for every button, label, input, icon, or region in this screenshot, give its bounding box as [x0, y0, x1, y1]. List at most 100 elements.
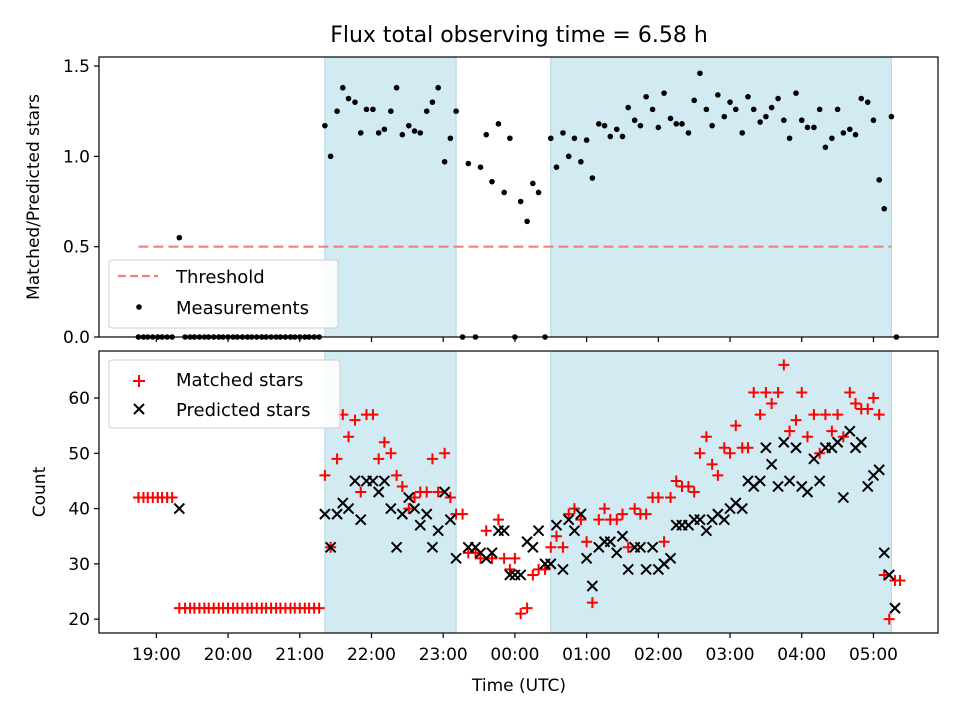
measurement-point [858, 95, 865, 102]
matched-star-point [313, 602, 325, 614]
measurement-point [583, 137, 590, 143]
measurement-point [453, 108, 459, 114]
predicted-star-point [372, 486, 385, 498]
measurement-point [578, 158, 584, 165]
measurement-point [370, 106, 376, 113]
measurement-point [798, 117, 805, 124]
matched-star-point [551, 530, 563, 542]
matched-star-point [718, 442, 730, 454]
predicted-star-point [432, 524, 444, 537]
measurement-point [739, 130, 746, 136]
top-shade-1 [550, 56, 892, 338]
measurement-point [547, 135, 554, 142]
matched-star-point [754, 409, 766, 421]
measurement-point [709, 122, 715, 129]
x-tick-label: 00:00 [490, 645, 539, 665]
matched-star-point [844, 386, 856, 398]
matched-star-point [166, 492, 178, 504]
bottom-plot-frame [98, 350, 939, 634]
predicted-star-point [878, 547, 890, 559]
predicted-star-point [408, 502, 421, 515]
measurement-point [429, 99, 436, 105]
matched-star-point [396, 480, 408, 492]
predicted-star-point [604, 536, 616, 548]
top-shaded-intervals [324, 56, 892, 338]
x-tick-label: 22:00 [347, 645, 396, 665]
top-shade-0 [324, 56, 457, 338]
measurement-point [524, 218, 530, 225]
matched-star-point [432, 486, 444, 498]
matched-star-point [611, 514, 623, 526]
matched-star-point [873, 409, 885, 421]
measurement-point [811, 124, 817, 131]
measurement-point [667, 115, 674, 122]
measurement-point [816, 106, 823, 113]
predicted-star-point [883, 569, 895, 581]
matched-star-point [509, 552, 521, 564]
measurement-point [381, 126, 388, 133]
matched-star-point [862, 403, 874, 415]
predicted-star-point [450, 552, 462, 565]
x-tick-label: 05:00 [849, 645, 898, 665]
matched-star-point [378, 436, 390, 448]
matched-star-point [883, 613, 895, 625]
predicted-star-point [568, 524, 581, 537]
measurement-point [655, 124, 662, 131]
measurement-point [781, 117, 787, 124]
bottom-legend: Matched stars Predicted stars [108, 359, 341, 429]
predicted-star-point [426, 541, 439, 554]
measurement-point [649, 106, 656, 113]
top-legend: Threshold Measurements [108, 259, 339, 329]
bottom-y-ticks: 20 30 40 50 60 [68, 389, 99, 630]
legend-matched-label: Matched stars [176, 370, 303, 391]
measurement-point [846, 126, 853, 133]
matched-star-point [593, 514, 605, 526]
bottom-x-ticks: 19:00 20:00 21:00 22:00 23:00 00:00 01:00 02:00… [132, 633, 898, 665]
predicted-star-point [349, 475, 361, 487]
matched-star-point [599, 503, 611, 515]
predicted-star-point [664, 552, 677, 565]
measurement-point [793, 90, 799, 96]
predicted-star-point [813, 475, 826, 487]
measurement-point [679, 121, 685, 127]
predicted-star-point [367, 475, 379, 487]
matched-star-point [652, 492, 664, 504]
measurement-point [393, 84, 400, 91]
measurement-point [786, 135, 793, 142]
measurement-point [685, 130, 692, 136]
predicted-star-point [390, 541, 403, 554]
predicted-star-point [562, 513, 575, 526]
matched-star-point [457, 508, 469, 520]
top-y-tick-label: 0.5 [63, 238, 90, 258]
measurement-point [840, 130, 847, 136]
measurement-point [477, 164, 484, 170]
matched-star-point [670, 475, 682, 487]
measurement-point [864, 99, 871, 105]
legend-predicted-swatch [133, 403, 145, 415]
matched-star-point [760, 386, 772, 398]
matched-star-point [867, 392, 879, 404]
predicted-star-point [760, 442, 772, 454]
measurement-point [553, 164, 560, 170]
measurement-point [435, 84, 441, 91]
matched-star-point [790, 414, 802, 426]
matched-star-point [403, 503, 415, 515]
matched-star-point [784, 425, 796, 437]
predicted-star-point [557, 563, 569, 576]
bottom-y-tick-label: 50 [68, 444, 90, 464]
measurement-point [643, 93, 649, 100]
measurement-point [417, 130, 424, 136]
matched-star-point [385, 447, 397, 459]
matched-star-point [706, 458, 718, 470]
measurement-point [345, 95, 352, 102]
matched-star-point [832, 409, 844, 421]
predicted-star-point [754, 475, 766, 487]
top-y-tick-label: 1.5 [63, 57, 90, 77]
measurement-point [703, 106, 710, 113]
x-tick-label: 01:00 [562, 645, 611, 665]
bottom-y-tick-label: 30 [68, 555, 90, 575]
measurement-point [607, 133, 614, 140]
measurement-point [870, 117, 877, 124]
matched-star-point [498, 552, 510, 564]
matched-star-point [515, 608, 527, 620]
